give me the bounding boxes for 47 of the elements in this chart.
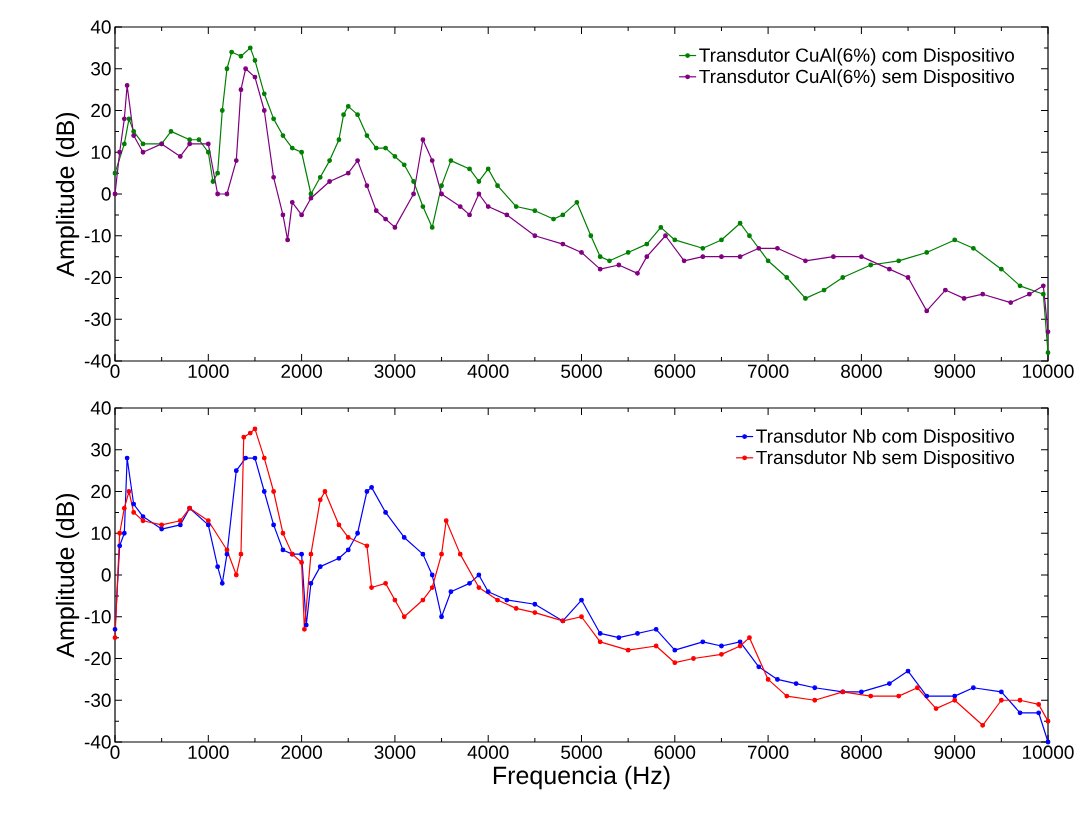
x-tick-label: 7000 bbox=[747, 364, 789, 378]
y-tick-label: 30 bbox=[91, 62, 111, 76]
y-axis-title: Amplitude (dB) bbox=[55, 112, 80, 277]
x-tick-label: 2000 bbox=[281, 745, 322, 759]
x-tick-label: 6000 bbox=[654, 364, 696, 378]
x-tick-label: 5000 bbox=[561, 745, 602, 759]
x-tick-label: 10000 bbox=[1023, 745, 1074, 759]
y-tick-label: 40 bbox=[90, 20, 111, 34]
x-tick-label: 1000 bbox=[188, 364, 229, 378]
x-tick-label: 7000 bbox=[747, 745, 789, 759]
legend-label: Transdutor CuAl(6%) sem Dispositivo bbox=[699, 69, 1014, 87]
y-tick-label: 0 bbox=[101, 187, 111, 201]
x-axis-title: Frequencia (Hz) bbox=[493, 765, 670, 790]
y-tick-label: -10 bbox=[84, 229, 111, 243]
x-tick-label: 3000 bbox=[374, 364, 416, 378]
x-tick-label: 9000 bbox=[934, 364, 976, 378]
y-tick-label: 0 bbox=[101, 568, 111, 582]
x-tick-label: 4000 bbox=[467, 364, 509, 378]
x-tick-label: 6000 bbox=[654, 745, 696, 759]
x-tick-label: 0 bbox=[110, 745, 120, 759]
x-tick-label: 8000 bbox=[841, 745, 882, 759]
y-tick-label: -10 bbox=[84, 610, 111, 624]
y-tick-label: -30 bbox=[84, 312, 111, 326]
y-tick-label: 30 bbox=[91, 443, 111, 457]
x-tick-label: 0 bbox=[110, 364, 120, 378]
y-tick-label: 10 bbox=[91, 145, 111, 159]
x-tick-label: 5000 bbox=[561, 364, 602, 378]
y-tick-label: -30 bbox=[84, 693, 111, 707]
y-tick-label: -40 bbox=[84, 735, 111, 749]
x-tick-label: 10000 bbox=[1023, 364, 1074, 378]
x-tick-label: 8000 bbox=[841, 364, 882, 378]
x-tick-label: 3000 bbox=[374, 745, 416, 759]
legend-label: Transdutor Nb com Dispositivo bbox=[756, 428, 1014, 447]
y-tick-label: 10 bbox=[91, 526, 111, 540]
y-tick-label: 40 bbox=[90, 401, 111, 415]
y-tick-label: -20 bbox=[84, 651, 111, 666]
y-tick-label: 20 bbox=[91, 484, 111, 499]
y-tick-label: 20 bbox=[91, 103, 111, 118]
y-tick-label: -40 bbox=[84, 354, 111, 368]
x-tick-label: 2000 bbox=[281, 364, 322, 378]
y-tick-label: -20 bbox=[84, 270, 111, 285]
x-tick-label: 4000 bbox=[467, 745, 509, 759]
y-axis-title: Amplitude (dB) bbox=[55, 493, 80, 658]
x-tick-label: 9000 bbox=[934, 745, 976, 759]
x-tick-label: 1000 bbox=[188, 745, 229, 759]
legend-label: Transdutor Nb sem Dispositivo bbox=[756, 450, 1014, 468]
legend-label: Transdutor CuAl(6%) com Dispositivo bbox=[699, 47, 1014, 66]
